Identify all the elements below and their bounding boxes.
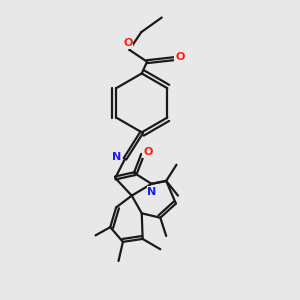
- Text: O: O: [175, 52, 185, 62]
- Text: O: O: [123, 38, 133, 48]
- Text: N: N: [147, 187, 157, 197]
- Text: O: O: [143, 147, 153, 157]
- Text: N: N: [112, 152, 122, 162]
